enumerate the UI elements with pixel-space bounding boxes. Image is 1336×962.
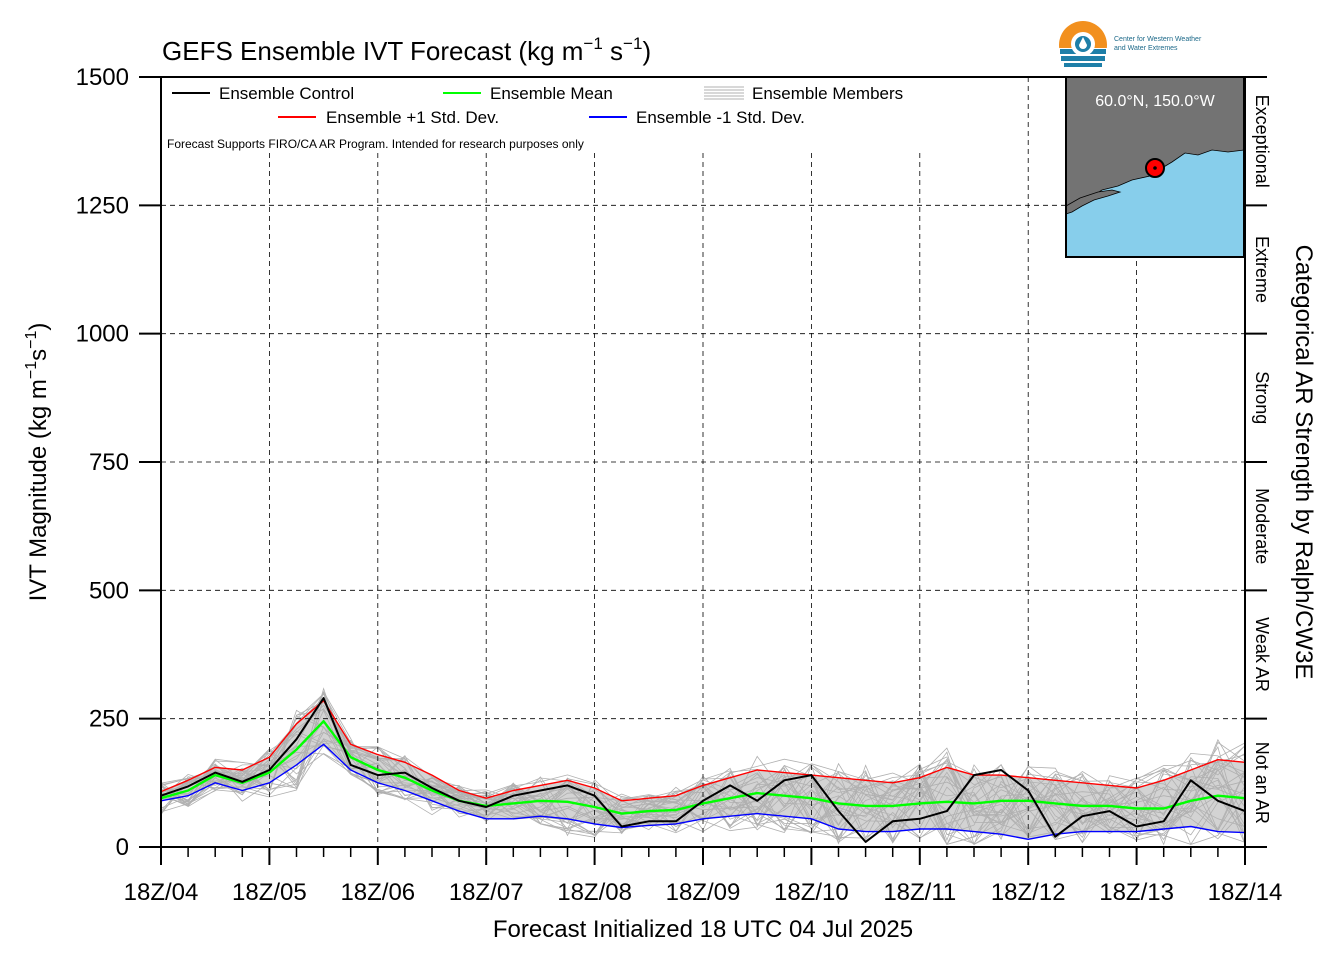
y-tick-label: 1250 <box>76 192 129 219</box>
legend-label-members: Ensemble Members <box>752 84 903 103</box>
legend-label-minus-sd: Ensemble -1 Std. Dev. <box>636 108 805 127</box>
inset-label-band <box>1066 77 1244 125</box>
inset-location-label: 60.0°N, 150.0°W <box>1095 93 1215 110</box>
legend-label-mean: Ensemble Mean <box>490 84 613 103</box>
location-inset-map: 60.0°N, 150.0°W <box>1065 76 1245 258</box>
legend-label-control: Ensemble Control <box>219 84 354 103</box>
category-label: Exceptional <box>1252 95 1272 188</box>
minus-std-dev-line <box>160 743 1246 840</box>
x-tick-label: 18Z/05 <box>232 879 307 906</box>
x-tick-label: 18Z/07 <box>449 879 524 906</box>
x-tick-label: 18Z/09 <box>666 879 741 906</box>
x-tick-label: 18Z/12 <box>991 879 1066 906</box>
y-tick-label: 1000 <box>76 321 129 348</box>
disclaimer-note: Forecast Supports FIRO/CA AR Program. In… <box>167 137 584 151</box>
chart-title: GEFS Ensemble IVT Forecast (kg m−1 s−1) <box>162 34 651 66</box>
inset-peninsula <box>1065 189 1122 215</box>
water-drop-icon <box>1079 37 1087 49</box>
cw3e-logo: Center for Western Weather and Water Ext… <box>1059 21 1202 70</box>
ensemble-spread-fill <box>161 700 1245 840</box>
legend-label-plus-sd: Ensemble +1 Std. Dev. <box>326 108 499 127</box>
x-axis-label: Forecast Initialized 18 UTC 04 Jul 2025 <box>493 916 913 943</box>
logo-text-line1: Center for Western Weather <box>1114 36 1202 43</box>
categorical-strength-label: Categorical AR Strength by Ralph/CW3E <box>1290 245 1317 680</box>
x-tick-label: 18Z/11 <box>883 879 956 906</box>
x-tick-label: 18Z/13 <box>1099 879 1174 906</box>
ensemble-control-line <box>160 697 1246 843</box>
ensemble-member-line <box>160 744 1246 842</box>
x-tick-label: 18Z/06 <box>340 879 415 906</box>
x-tick-label: 18Z/14 <box>1208 879 1283 906</box>
category-label: Not an AR <box>1252 742 1272 824</box>
y-tick-label: 750 <box>89 449 129 476</box>
x-tick-label: 18Z/04 <box>124 879 199 906</box>
y-tick-label: 250 <box>89 706 129 733</box>
y-axis-label: IVT Magnitude (kg m−1s−1) <box>23 323 52 602</box>
location-marker-dot <box>1153 166 1157 170</box>
category-label: Strong <box>1252 371 1272 424</box>
legend-swatch-members <box>704 86 744 100</box>
plot-area: 0 250 500 750 1000 1250 1500 18Z/04 18Z/05 18Z/06… <box>76 64 1283 906</box>
x-tick-label: 18Z/08 <box>557 879 632 906</box>
category-label: Extreme <box>1252 236 1272 303</box>
category-label: Moderate <box>1252 488 1272 564</box>
y-tick-label: 0 <box>116 834 129 861</box>
inset-frame <box>1065 76 1245 258</box>
logo-text-line2: and Water Extremes <box>1114 45 1178 52</box>
legend: Ensemble Control Ensemble Mean Ensemble … <box>167 84 903 151</box>
category-label: Weak AR <box>1252 617 1272 692</box>
plus-std-dev-line <box>160 700 1246 802</box>
y-tick-label: 500 <box>89 577 129 604</box>
y-tick-label: 1500 <box>76 64 129 91</box>
x-tick-label: 18Z/10 <box>774 879 849 906</box>
